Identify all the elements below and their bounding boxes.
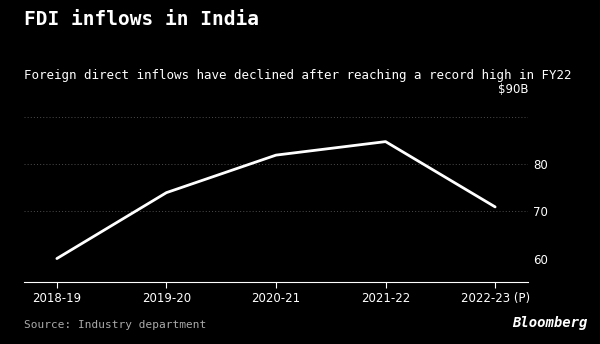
Text: FDI inflows in India: FDI inflows in India — [24, 10, 259, 29]
Text: Foreign direct inflows have declined after reaching a record high in FY22: Foreign direct inflows have declined aft… — [24, 69, 571, 82]
Text: Bloomberg: Bloomberg — [512, 316, 588, 330]
Text: $90B: $90B — [497, 83, 528, 96]
Text: Source: Industry department: Source: Industry department — [24, 320, 206, 330]
